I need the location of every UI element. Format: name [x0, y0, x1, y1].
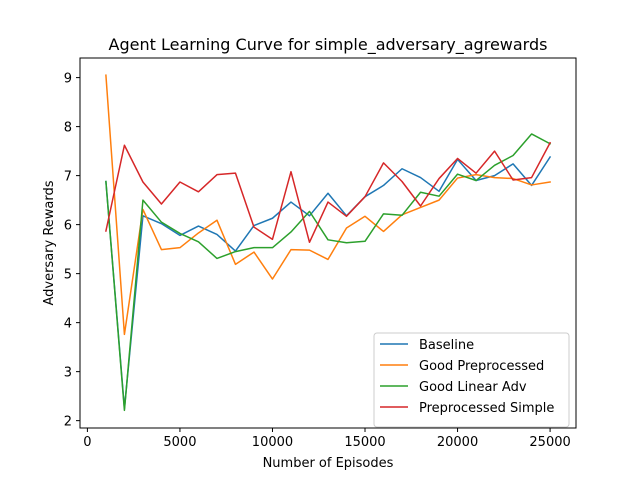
series-line-1	[105, 74, 551, 336]
x-axis-ticks: 0 5000 10000 15000 20000 25000	[83, 428, 571, 450]
x-tick-label: 15000	[344, 435, 385, 450]
y-tick-label: 5	[64, 268, 72, 283]
x-tick-label: 10000	[252, 435, 293, 450]
legend-box	[373, 332, 570, 428]
legend-label-3: Preprocessed Simple	[419, 401, 554, 416]
chart-title: Agent Learning Curve for simple_adversar…	[109, 35, 548, 55]
y-tick-label: 7	[64, 170, 72, 185]
y-tick-label: 9	[64, 72, 72, 87]
x-axis-title: Number of Episodes	[263, 456, 394, 471]
legend-label-0: Baseline	[419, 338, 474, 353]
x-tick-label: 20000	[437, 435, 478, 450]
plot-lines	[105, 74, 552, 412]
legend: Baseline Good Preprocessed Good Linear Adv…	[373, 332, 570, 428]
y-tick-label: 2	[64, 415, 72, 430]
legend-label-1: Good Preprocessed	[419, 359, 544, 374]
x-tick-label: 0	[83, 435, 91, 450]
plot-frame	[79, 57, 577, 429]
x-tick-label: 5000	[163, 435, 196, 450]
y-tick-label: 4	[64, 317, 72, 332]
y-axis-title: Adversary Rewards	[42, 180, 57, 305]
y-tick-label: 8	[64, 121, 72, 136]
series-line-3	[105, 141, 552, 244]
x-tick-label: 25000	[529, 435, 570, 450]
series-line-2	[105, 133, 552, 412]
y-axis-ticks: 2 3 4 5 6 7 8 9	[64, 72, 80, 430]
y-tick-label: 6	[64, 219, 72, 234]
y-tick-label: 3	[64, 366, 72, 381]
legend-label-2: Good Linear Adv	[419, 380, 527, 395]
